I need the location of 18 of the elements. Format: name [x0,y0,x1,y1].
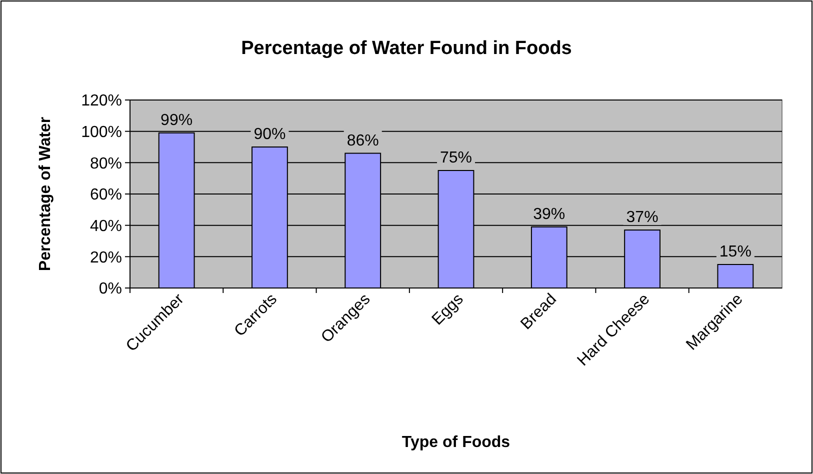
y-tick-label: 60% [90,186,122,204]
y-tick-label: 80% [90,155,122,172]
y-tick-label: 20% [90,249,122,266]
y-tick-label: 100% [81,124,122,141]
y-tick-label: 0% [98,280,122,298]
data-label: 39% [533,206,566,223]
data-label: 37% [626,209,658,226]
data-label: 86% [346,132,379,150]
data-label: 99% [160,112,193,129]
chart-title: Percentage of Water Found in Foods [241,38,572,59]
y-axis-title: Percentage of Water [37,116,54,272]
bar [717,264,754,288]
data-label: 15% [719,244,752,260]
x-axis-title: Type of Foods [402,434,510,451]
data-label: 75% [440,150,472,166]
y-tick-label: 120% [81,92,122,110]
data-label: 90% [254,126,286,143]
y-tick-label: 40% [90,218,122,235]
